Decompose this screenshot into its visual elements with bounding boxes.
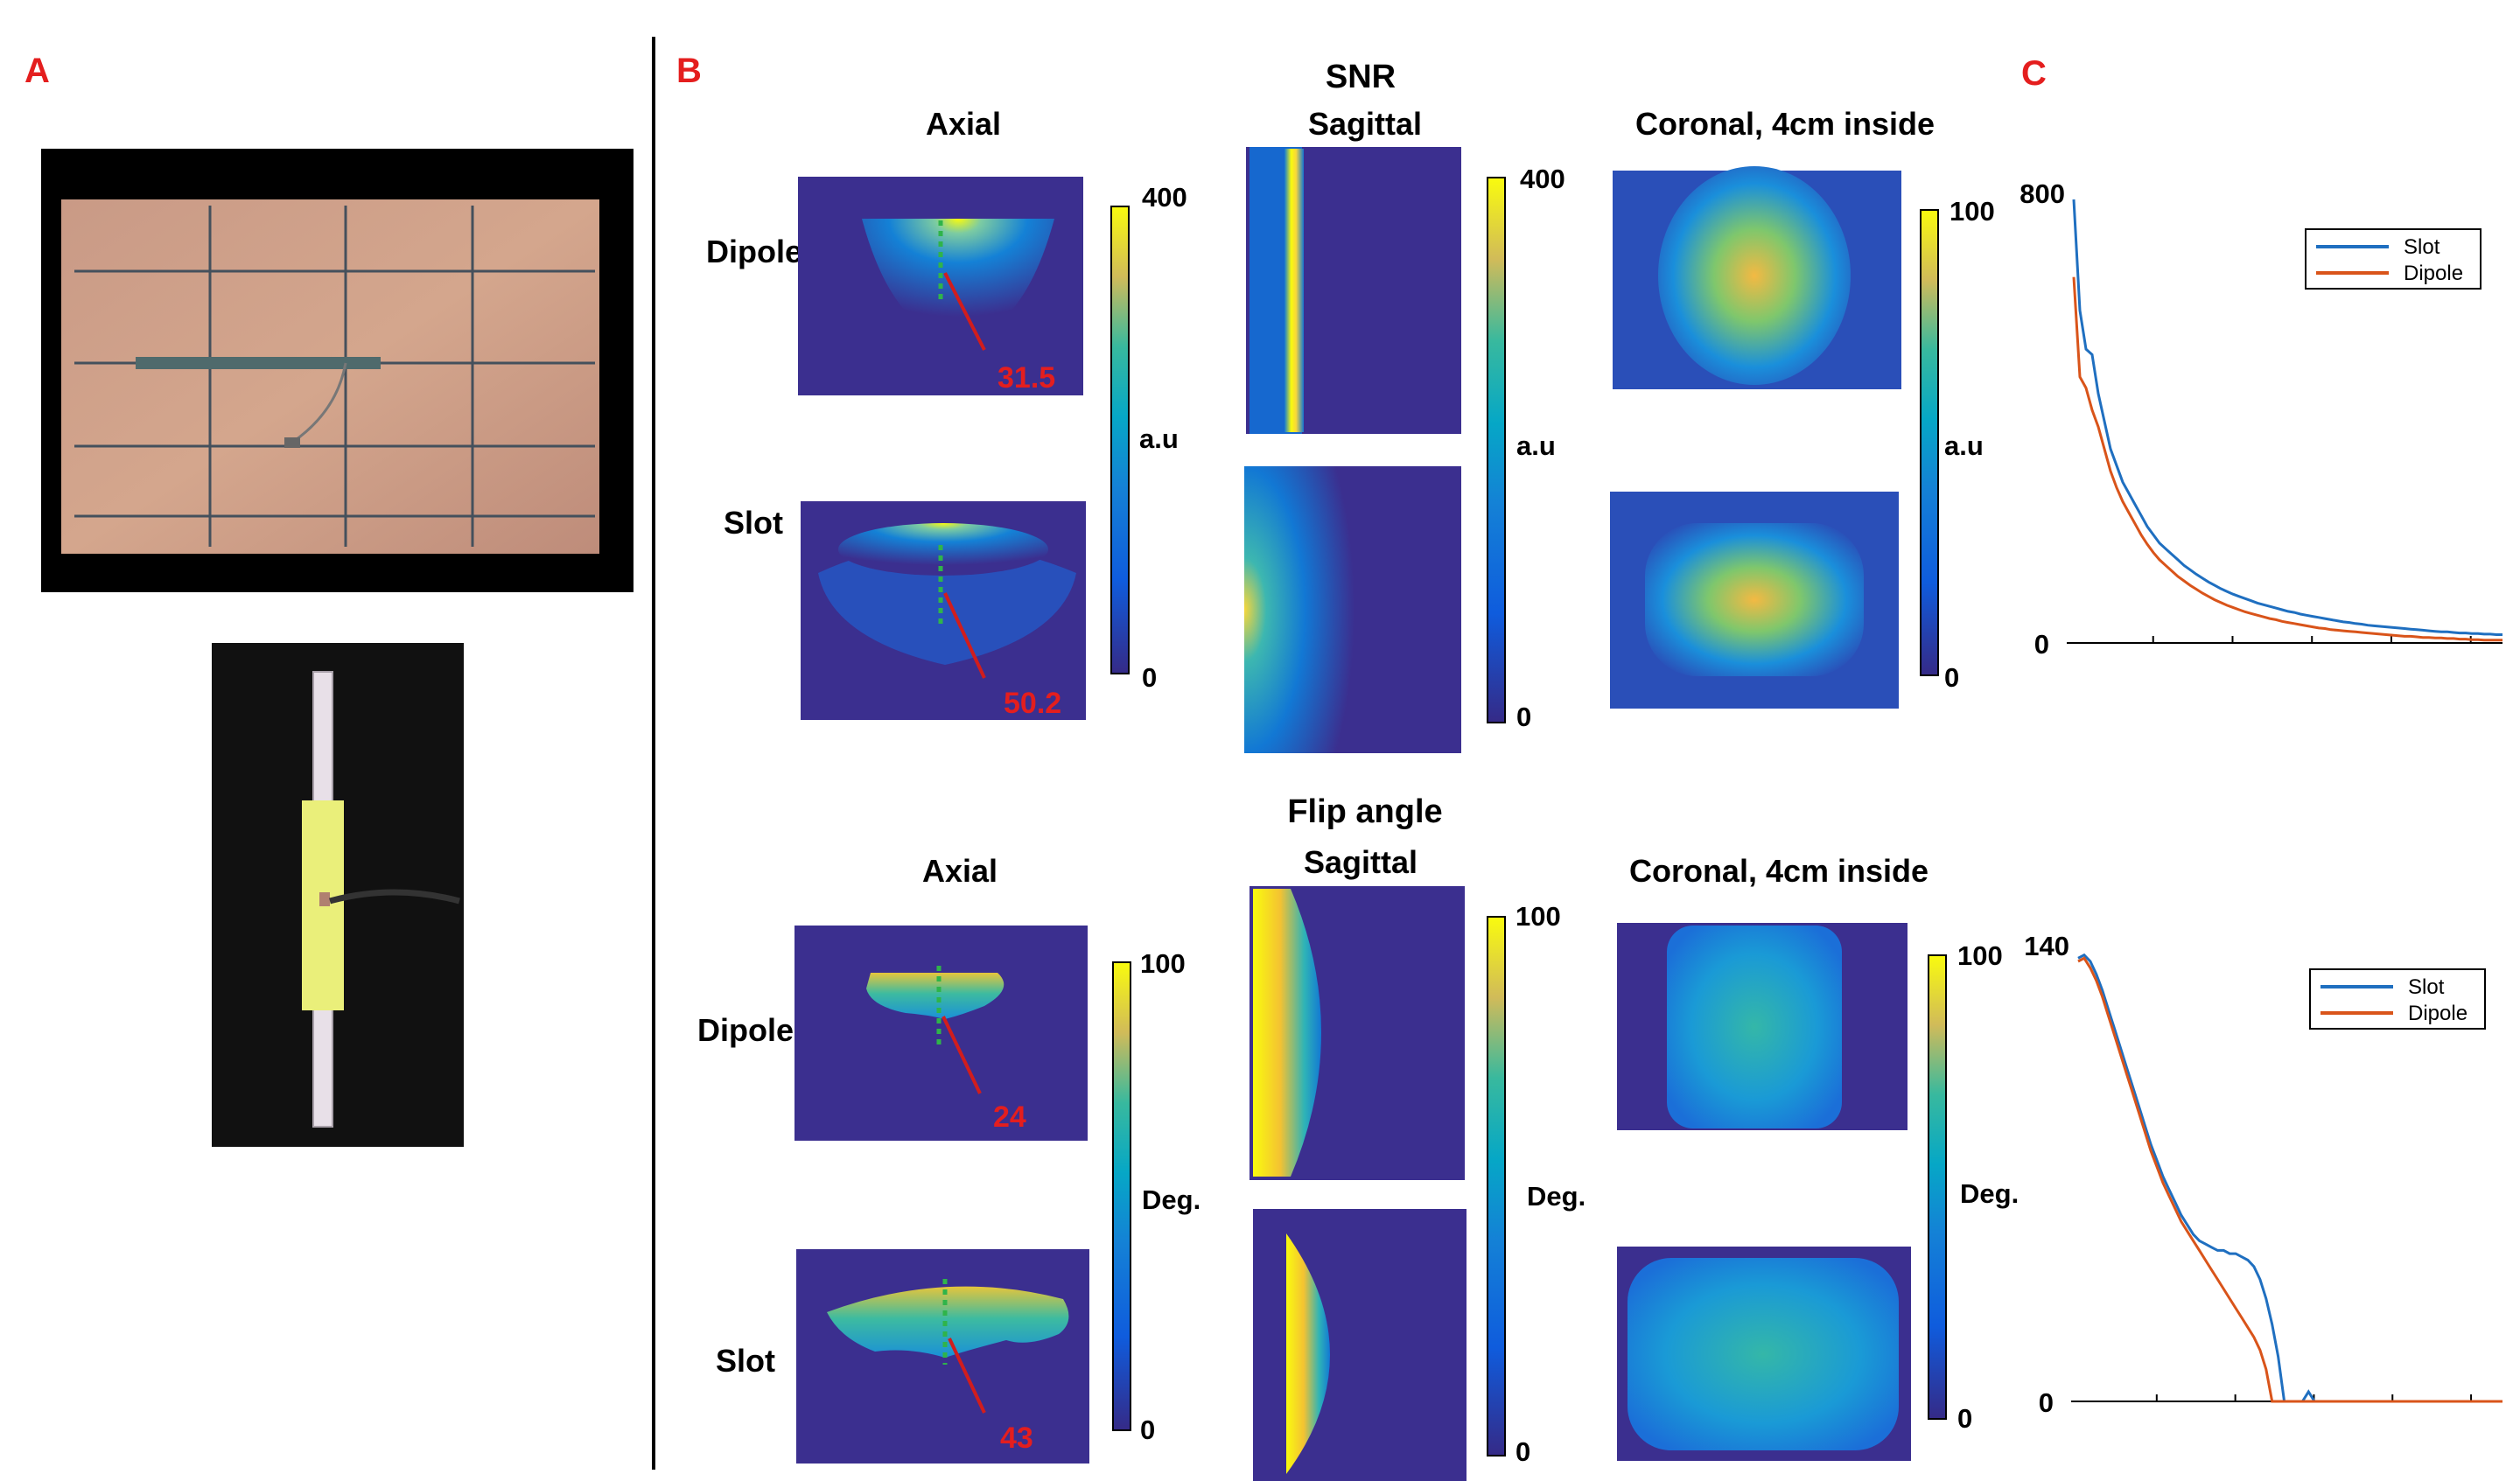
legend-box (2309, 968, 2486, 1030)
flip-colorbar-axial-unit: Deg. (1142, 1184, 1200, 1215)
legend-box (2305, 228, 2482, 290)
y-tick-label-max: 140 (2024, 931, 2069, 961)
flip-colorbar-coronal-max: 100 (1957, 940, 2003, 971)
legend-label-slot: Slot (2408, 975, 2445, 999)
snr-row-slot-label: Slot (724, 505, 783, 541)
snr-sagittal-heading: Sagittal (1308, 106, 1422, 142)
snr-row-dipole-label: Dipole (706, 234, 802, 269)
snr-sagittal-dipole-map (1246, 147, 1461, 434)
flip-sagittal-slot-map (1253, 1209, 1466, 1481)
snr-sagittal-slot-map (1244, 466, 1461, 753)
snr-colorbar-coronal-unit: a.u (1944, 430, 1984, 461)
y-tick-label-max: 800 (2020, 178, 2065, 209)
flip-dipole-depth-value: 24 (993, 1100, 1026, 1134)
flip-profile-chart: 0 140 Slot Dipole (2024, 931, 2502, 1418)
panel-label-c: C (2021, 54, 2047, 93)
snr-axial-slot-map: 50.2 (801, 501, 1086, 720)
snr-axial-dipole-map: 31.5 (798, 177, 1083, 395)
series-line-slot (2072, 199, 2502, 636)
flip-coronal-dipole-map (1617, 923, 1908, 1130)
snr-colorbar-axial: 400 0 a.u (1110, 182, 1187, 693)
flip-colorbar-sagittal: 100 0 Deg. (1487, 901, 1586, 1467)
panel-label-b: B (676, 52, 702, 90)
snr-colorbar-sagittal-max: 400 (1520, 164, 1565, 194)
flip-sagittal-dipole-map (1250, 886, 1465, 1180)
legend-label-dipole: Dipole (2408, 1002, 2468, 1025)
snr-colorbar-coronal-max: 100 (1950, 196, 1995, 227)
flip-colorbar-axial: 100 0 Deg. (1112, 948, 1200, 1445)
flip-row-dipole-label: Dipole (697, 1012, 794, 1048)
flip-colorbar-coronal-unit: Deg. (1960, 1178, 2019, 1209)
y-tick-label-min: 0 (2034, 629, 2049, 660)
photo-board (41, 149, 634, 592)
flip-colorbar-sagittal-max: 100 (1516, 901, 1561, 932)
snr-colorbar-axial-min: 0 (1142, 662, 1157, 693)
snr-axial-heading: Axial (926, 106, 1001, 142)
legend-label-dipole: Dipole (2404, 262, 2463, 285)
snr-colorbar-coronal-min: 0 (1944, 662, 1959, 693)
snr-title: SNR (1326, 59, 1396, 95)
series-line-dipole (2077, 956, 2502, 1403)
flip-row-slot-label: Slot (716, 1343, 775, 1379)
snr-colorbar-sagittal: 400 0 a.u (1487, 164, 1565, 732)
flip-title: Flip angle (1287, 793, 1442, 830)
series-line-dipole (2072, 276, 2502, 642)
snr-coronal-dipole-map (1613, 166, 1901, 389)
snr-colorbar-sagittal-min: 0 (1516, 702, 1531, 732)
flip-axial-slot-map: 43 (796, 1249, 1089, 1464)
flip-sagittal-heading: Sagittal (1304, 844, 1418, 880)
snr-colorbar-axial-max: 400 (1142, 182, 1187, 213)
flip-colorbar-coronal: 100 0 Deg. (1928, 940, 2019, 1434)
flip-axial-heading: Axial (922, 853, 998, 889)
snr-colorbar-axial-unit: a.u (1139, 423, 1179, 454)
snr-coronal-heading: Coronal, 4cm inside (1635, 106, 1935, 142)
flip-colorbar-axial-max: 100 (1140, 948, 1186, 979)
flip-coronal-slot-map (1617, 1247, 1911, 1461)
legend-label-slot: Slot (2404, 235, 2440, 259)
snr-dipole-depth-value: 31.5 (998, 361, 1055, 395)
flip-slot-depth-value: 43 (1000, 1422, 1033, 1455)
snr-colorbar-coronal: 100 0 a.u (1920, 196, 1995, 693)
flip-axial-dipole-map: 24 (794, 926, 1088, 1141)
flip-coronal-heading: Coronal, 4cm inside (1629, 853, 1928, 889)
snr-colorbar-sagittal-unit: a.u (1516, 430, 1556, 461)
photo-slot-antenna (212, 643, 464, 1147)
panel-label-a: A (24, 52, 50, 90)
flip-colorbar-axial-min: 0 (1140, 1415, 1155, 1445)
flip-colorbar-coronal-min: 0 (1957, 1403, 1972, 1434)
snr-profile-chart: 0 800 Slot Dipole (2020, 178, 2502, 660)
y-tick-label-min: 0 (2039, 1387, 2054, 1418)
snr-coronal-slot-map (1610, 492, 1899, 709)
flip-colorbar-sagittal-unit: Deg. (1527, 1181, 1586, 1212)
flip-colorbar-sagittal-min: 0 (1516, 1436, 1530, 1467)
snr-slot-depth-value: 50.2 (1004, 687, 1061, 720)
